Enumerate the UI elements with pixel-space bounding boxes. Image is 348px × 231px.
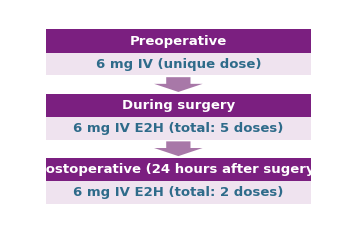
Text: 6 mg IV E2H (total: 5 doses): 6 mg IV E2H (total: 5 doses) xyxy=(73,122,284,135)
Bar xyxy=(46,117,310,140)
Bar xyxy=(46,181,310,204)
Bar xyxy=(46,158,310,181)
Text: Preoperative: Preoperative xyxy=(130,35,227,48)
Text: 6 mg IV E2H (total: 2 doses): 6 mg IV E2H (total: 2 doses) xyxy=(73,186,284,199)
Polygon shape xyxy=(154,77,203,92)
Bar xyxy=(46,30,310,53)
Polygon shape xyxy=(154,141,203,156)
Bar xyxy=(46,94,310,117)
Text: During surgery: During surgery xyxy=(122,99,235,112)
Text: Postoperative (24 hours after sugery): Postoperative (24 hours after sugery) xyxy=(36,163,321,176)
Bar xyxy=(46,53,310,76)
Text: 6 mg IV (unique dose): 6 mg IV (unique dose) xyxy=(96,58,261,71)
